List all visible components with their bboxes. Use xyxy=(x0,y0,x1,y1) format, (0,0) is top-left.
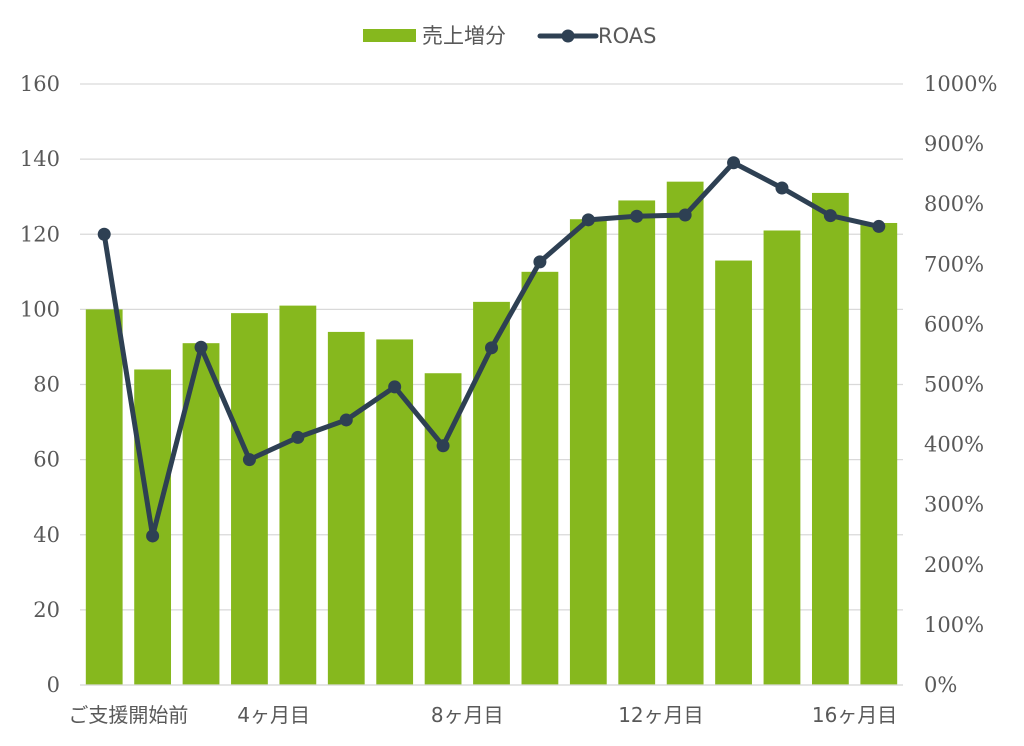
left-tick-label: 140 xyxy=(20,147,60,171)
left-tick-label: 20 xyxy=(33,598,60,622)
x-axis: ご支援開始前 4ヶ月目 8ヶ月目 12ヶ月目 16ヶ月目 xyxy=(68,684,903,727)
right-tick-label: 200% xyxy=(924,553,984,577)
bar xyxy=(231,313,268,685)
bar xyxy=(473,301,510,685)
bar xyxy=(279,305,317,685)
line-point xyxy=(97,227,111,241)
right-tick-label: 500% xyxy=(924,373,984,397)
bar-series xyxy=(85,181,898,685)
line-point xyxy=(388,380,402,394)
left-tick-label: 0 xyxy=(47,673,60,697)
bar xyxy=(715,260,752,685)
category-label: 4ヶ月目 xyxy=(237,703,310,727)
category-label: ご支援開始前 xyxy=(68,703,188,727)
line-point xyxy=(436,439,450,453)
line-point xyxy=(242,453,256,467)
right-tick-label: 0% xyxy=(924,673,957,697)
category-label: 8ヶ月目 xyxy=(431,703,504,727)
line-point xyxy=(533,255,547,269)
bar xyxy=(811,192,849,685)
legend-label-bar: 売上増分 xyxy=(422,24,506,48)
right-tick-label: 400% xyxy=(924,433,984,457)
bar xyxy=(327,331,365,685)
right-tick-label: 800% xyxy=(924,192,984,216)
left-tick-label: 80 xyxy=(33,373,60,397)
legend-label-line: ROAS xyxy=(598,24,656,48)
bar xyxy=(666,181,704,685)
category-label: 12ヶ月目 xyxy=(618,703,703,727)
legend-swatch-bar xyxy=(363,29,416,42)
right-tick-label: 600% xyxy=(924,312,984,336)
right-tick-label: 900% xyxy=(924,132,984,156)
left-axis: 0 20 40 60 80 100 120 140 160 xyxy=(20,72,60,697)
bar xyxy=(569,219,607,685)
line-point xyxy=(291,430,305,444)
line-point xyxy=(339,413,353,427)
line-point xyxy=(727,156,741,170)
bar xyxy=(763,230,801,685)
line-point xyxy=(823,209,837,223)
legend: 売上増分 ROAS xyxy=(363,24,656,48)
left-tick-label: 120 xyxy=(20,222,60,246)
bar xyxy=(85,309,123,685)
left-tick-label: 100 xyxy=(20,297,60,321)
line-point xyxy=(872,219,886,233)
bar xyxy=(860,222,898,685)
line-point xyxy=(630,209,644,223)
left-tick-label: 160 xyxy=(20,72,60,96)
legend-swatch-marker xyxy=(561,29,575,43)
right-tick-label: 300% xyxy=(924,493,984,517)
line-point xyxy=(581,213,595,227)
right-tick-label: 100% xyxy=(924,613,984,637)
bar xyxy=(521,271,559,685)
line-point xyxy=(146,529,160,543)
line-point xyxy=(485,341,498,355)
line-point xyxy=(678,208,692,222)
line-point xyxy=(194,340,208,354)
line-series xyxy=(97,156,886,543)
bar xyxy=(618,200,656,685)
right-tick-label: 1000% xyxy=(924,72,997,96)
right-tick-label: 700% xyxy=(924,252,984,276)
left-tick-label: 40 xyxy=(33,523,60,547)
category-label: 16ヶ月目 xyxy=(812,703,897,727)
right-axis: 0% 100% 200% 300% 400% 500% 600% 700% 800% 900% 10… xyxy=(924,72,997,697)
line-point xyxy=(775,181,789,195)
left-tick-label: 60 xyxy=(33,448,60,472)
